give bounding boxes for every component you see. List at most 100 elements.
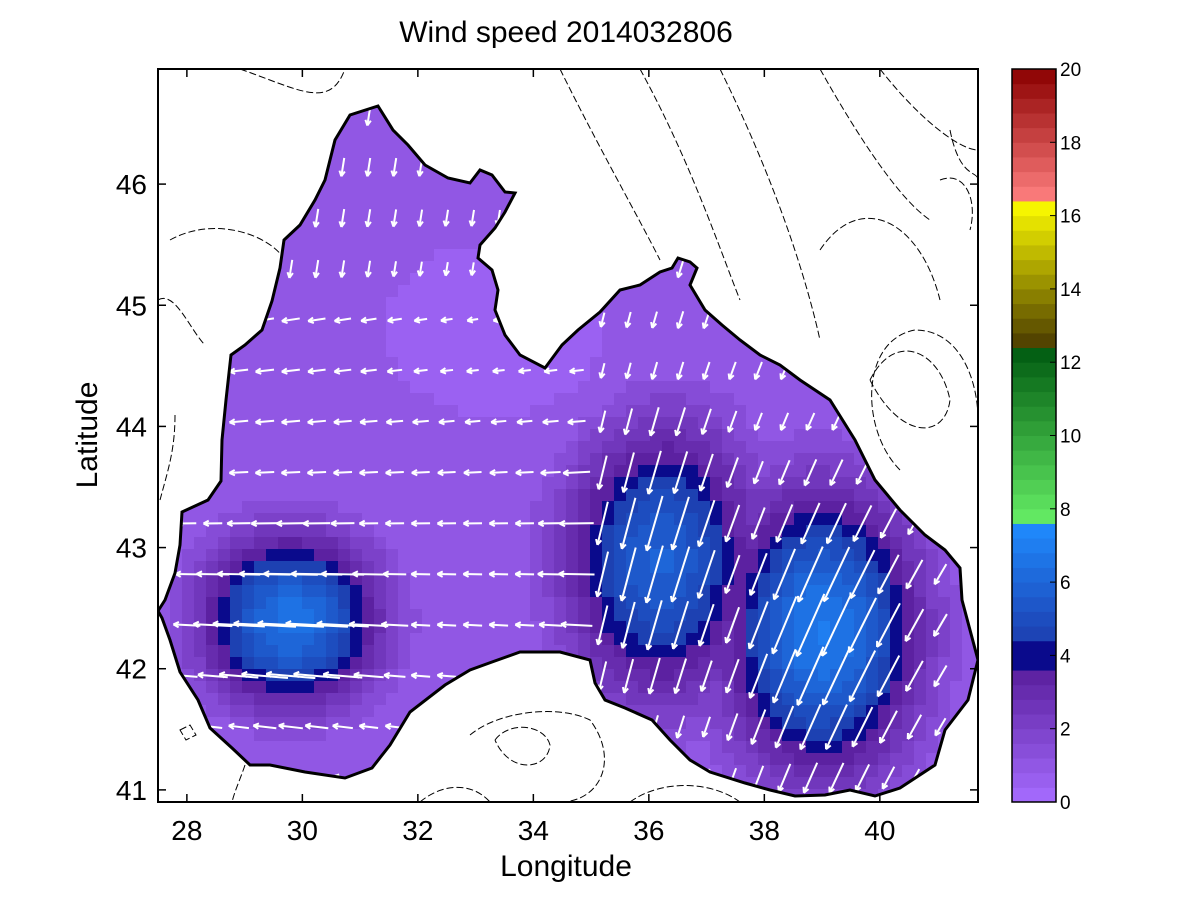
field-cell xyxy=(506,549,519,562)
field-cell xyxy=(782,681,795,694)
field-cell xyxy=(542,441,555,454)
field-cell xyxy=(422,405,435,418)
field-cell xyxy=(686,369,699,382)
field-cell xyxy=(554,525,567,538)
field-cell xyxy=(722,609,735,622)
field-cell xyxy=(278,441,291,454)
field-cell xyxy=(290,417,303,430)
field-cell xyxy=(626,333,639,346)
field-cell xyxy=(398,441,411,454)
field-cell xyxy=(506,429,519,442)
field-cell xyxy=(170,597,183,610)
field-cell xyxy=(914,645,927,658)
field-cell xyxy=(350,381,363,394)
field-cell xyxy=(434,405,447,418)
field-cell xyxy=(770,429,783,442)
field-cell xyxy=(578,645,591,658)
field-cell xyxy=(374,357,387,370)
field-cell xyxy=(614,345,627,358)
field-cell xyxy=(482,525,495,538)
field-cell xyxy=(290,357,303,370)
field-cell xyxy=(410,537,423,550)
field-cell xyxy=(218,537,231,550)
field-cell xyxy=(818,753,831,766)
field-cell xyxy=(362,177,375,190)
field-cell xyxy=(782,381,795,394)
field-cell xyxy=(878,705,891,718)
field-cell xyxy=(326,405,339,418)
field-cell xyxy=(338,177,351,190)
field-cell xyxy=(878,597,891,610)
field-cell xyxy=(350,657,363,670)
field-cell xyxy=(518,501,531,514)
field-cell xyxy=(266,525,279,538)
field-cell xyxy=(590,333,603,346)
field-cell xyxy=(386,345,399,358)
field-cell xyxy=(194,585,207,598)
field-cell xyxy=(350,153,363,166)
field-cell xyxy=(698,753,711,766)
field-cell xyxy=(926,705,939,718)
field-cell xyxy=(566,621,579,634)
field-cell xyxy=(770,621,783,634)
field-cell xyxy=(710,525,723,538)
field-cell xyxy=(734,585,747,598)
field-cell xyxy=(614,573,627,586)
field-cell xyxy=(758,369,771,382)
field-cell xyxy=(686,429,699,442)
field-cell xyxy=(422,525,435,538)
field-cell xyxy=(866,489,879,502)
field-cell xyxy=(362,537,375,550)
field-cell xyxy=(854,549,867,562)
field-cell xyxy=(350,393,363,406)
field-cell xyxy=(662,561,675,574)
field-cell xyxy=(566,429,579,442)
field-cell xyxy=(890,741,903,754)
field-cell xyxy=(278,633,291,646)
field-cell xyxy=(854,489,867,502)
field-cell xyxy=(350,357,363,370)
field-cell xyxy=(506,537,519,550)
field-cell xyxy=(662,297,675,310)
field-cell xyxy=(374,261,387,274)
field-cell xyxy=(722,753,735,766)
field-cell xyxy=(254,729,267,742)
field-cell xyxy=(458,201,471,214)
field-cell xyxy=(458,273,471,286)
field-cell xyxy=(386,633,399,646)
field-cell xyxy=(338,345,351,358)
field-cell xyxy=(326,225,339,238)
field-cell xyxy=(674,393,687,406)
field-cell xyxy=(890,525,903,538)
field-cell xyxy=(458,597,471,610)
field-cell xyxy=(350,141,363,154)
field-cell xyxy=(362,189,375,202)
field-cell xyxy=(374,153,387,166)
field-cell xyxy=(446,621,459,634)
field-cell xyxy=(626,537,639,550)
field-cell xyxy=(230,501,243,514)
field-cell xyxy=(638,417,651,430)
field-cell xyxy=(926,597,939,610)
field-cell xyxy=(530,585,543,598)
field-cell xyxy=(686,357,699,370)
field-cell xyxy=(518,549,531,562)
field-cell xyxy=(290,501,303,514)
field-cell xyxy=(338,729,351,742)
field-cell xyxy=(866,513,879,526)
field-cell xyxy=(770,717,783,730)
field-cell xyxy=(398,525,411,538)
field-cell xyxy=(362,657,375,670)
field-cell xyxy=(314,381,327,394)
field-cell xyxy=(710,729,723,742)
field-cell xyxy=(662,585,675,598)
field-cell xyxy=(506,501,519,514)
field-cell xyxy=(662,705,675,718)
field-cell xyxy=(470,417,483,430)
field-cell xyxy=(542,609,555,622)
field-cell xyxy=(662,381,675,394)
field-cell xyxy=(302,645,315,658)
field-cell xyxy=(914,597,927,610)
field-cell xyxy=(758,753,771,766)
field-cell xyxy=(326,489,339,502)
